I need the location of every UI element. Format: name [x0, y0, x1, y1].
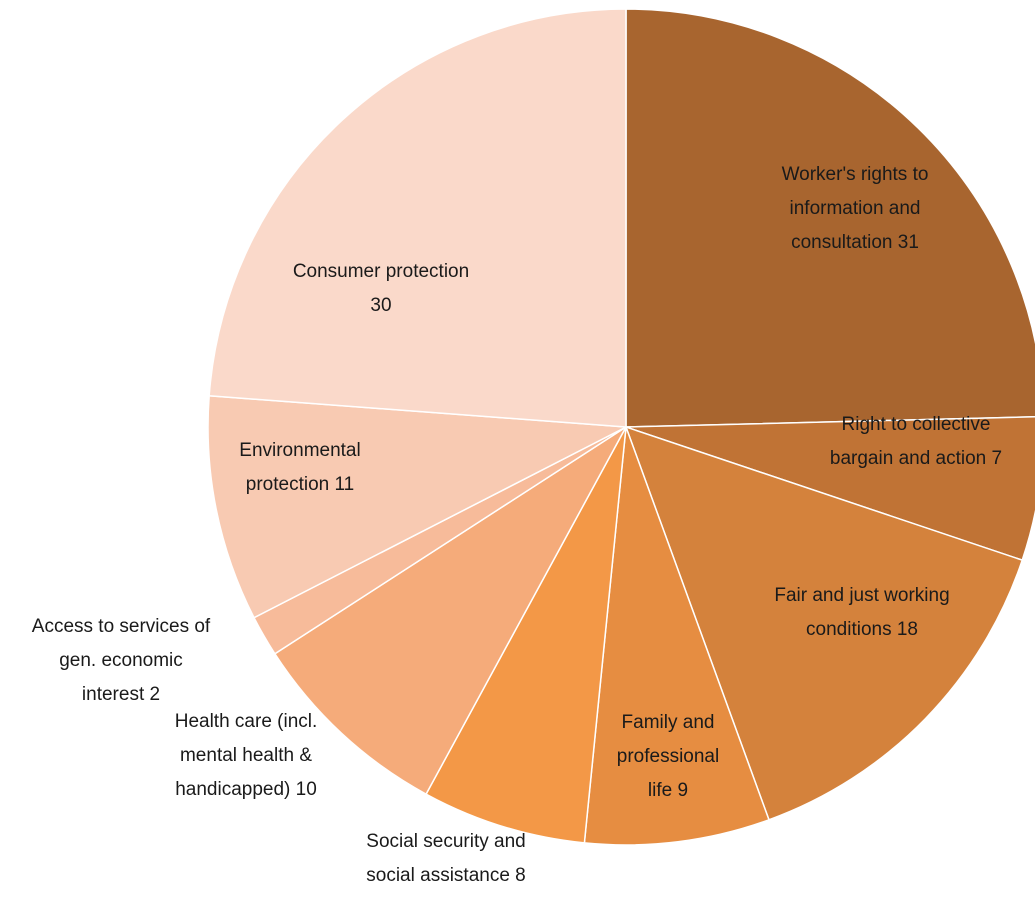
slice-label: Right to collective bargain and action 7	[830, 414, 1002, 469]
slice-label: Consumer protection 30	[293, 261, 469, 316]
pie-slice	[208, 8, 627, 428]
pie-slice	[425, 426, 627, 844]
pie-slice	[207, 394, 629, 619]
pie-slice	[625, 8, 1035, 428]
pie-slice	[624, 425, 1024, 821]
slice-label: Family and professional life 9	[617, 712, 719, 801]
slice-label: Environmental protection 11	[239, 440, 360, 495]
pie-slice	[583, 426, 770, 846]
pie-slice	[273, 426, 627, 796]
pie-slice	[625, 416, 1035, 562]
slice-label: Health care (incl. mental health & handica…	[175, 711, 318, 800]
slice-label: Social security and social assistance 8	[366, 831, 525, 886]
slice-label: Worker's rights to information and consult…	[782, 164, 929, 253]
slice-label: Access to services of gen. economic intere…	[32, 616, 211, 705]
slice-label: Fair and just working conditions 18	[774, 585, 949, 640]
